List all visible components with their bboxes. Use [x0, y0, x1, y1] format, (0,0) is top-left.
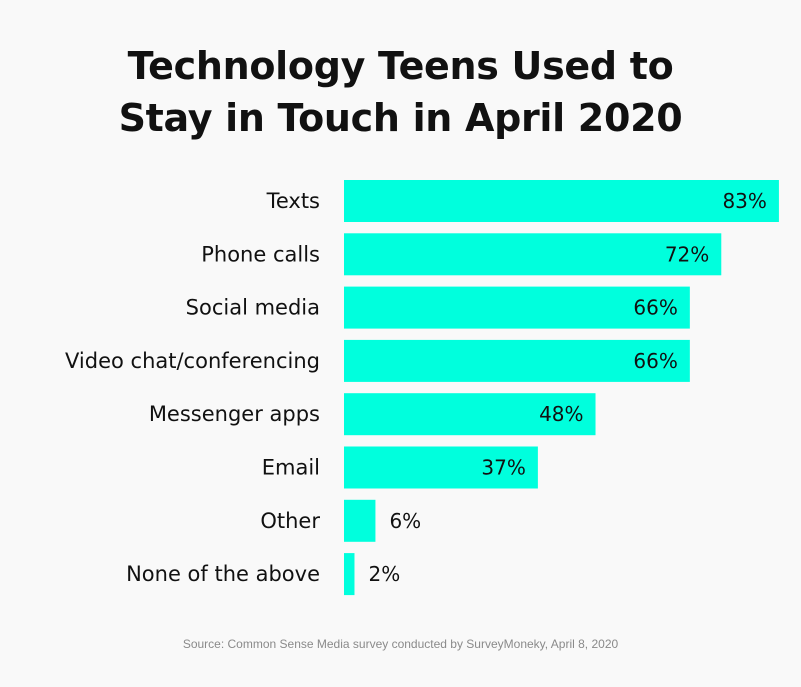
bar-1: [344, 233, 722, 276]
value-label-6: 6%: [389, 509, 421, 533]
category-label-3: Video chat/conferencing: [65, 349, 320, 373]
bar-0: [344, 180, 779, 222]
category-label-0: Texts: [266, 189, 320, 213]
bar-4: [344, 393, 596, 436]
source-note: Source: Common Sense Media survey conduc…: [182, 637, 619, 651]
category-label-1: Phone calls: [201, 242, 320, 266]
bar-3: [344, 339, 690, 382]
chart-title-line-1: Technology Teens Used to: [127, 44, 674, 88]
chart-title: Technology Teens Used to Stay in Touch i…: [0, 40, 801, 144]
bar-6: [344, 499, 376, 542]
bar-2: [344, 286, 690, 329]
value-label-0: 83%: [722, 189, 766, 213]
category-label-5: Email: [262, 456, 320, 480]
value-label-2: 66%: [633, 296, 677, 320]
chart-title-line-2: Stay in Touch in April 2020: [118, 96, 683, 140]
value-label-5: 37%: [481, 456, 525, 480]
category-label-6: Other: [260, 509, 320, 533]
category-label-2: Social media: [186, 296, 320, 320]
value-label-3: 66%: [633, 349, 677, 373]
category-label-4: Messenger apps: [149, 402, 320, 426]
bar-7: [344, 553, 355, 596]
value-label-7: 2%: [368, 562, 400, 586]
category-label-7: None of the above: [126, 562, 320, 586]
value-label-1: 72%: [665, 242, 709, 266]
value-label-4: 48%: [539, 402, 583, 426]
bar-5: [344, 446, 538, 489]
